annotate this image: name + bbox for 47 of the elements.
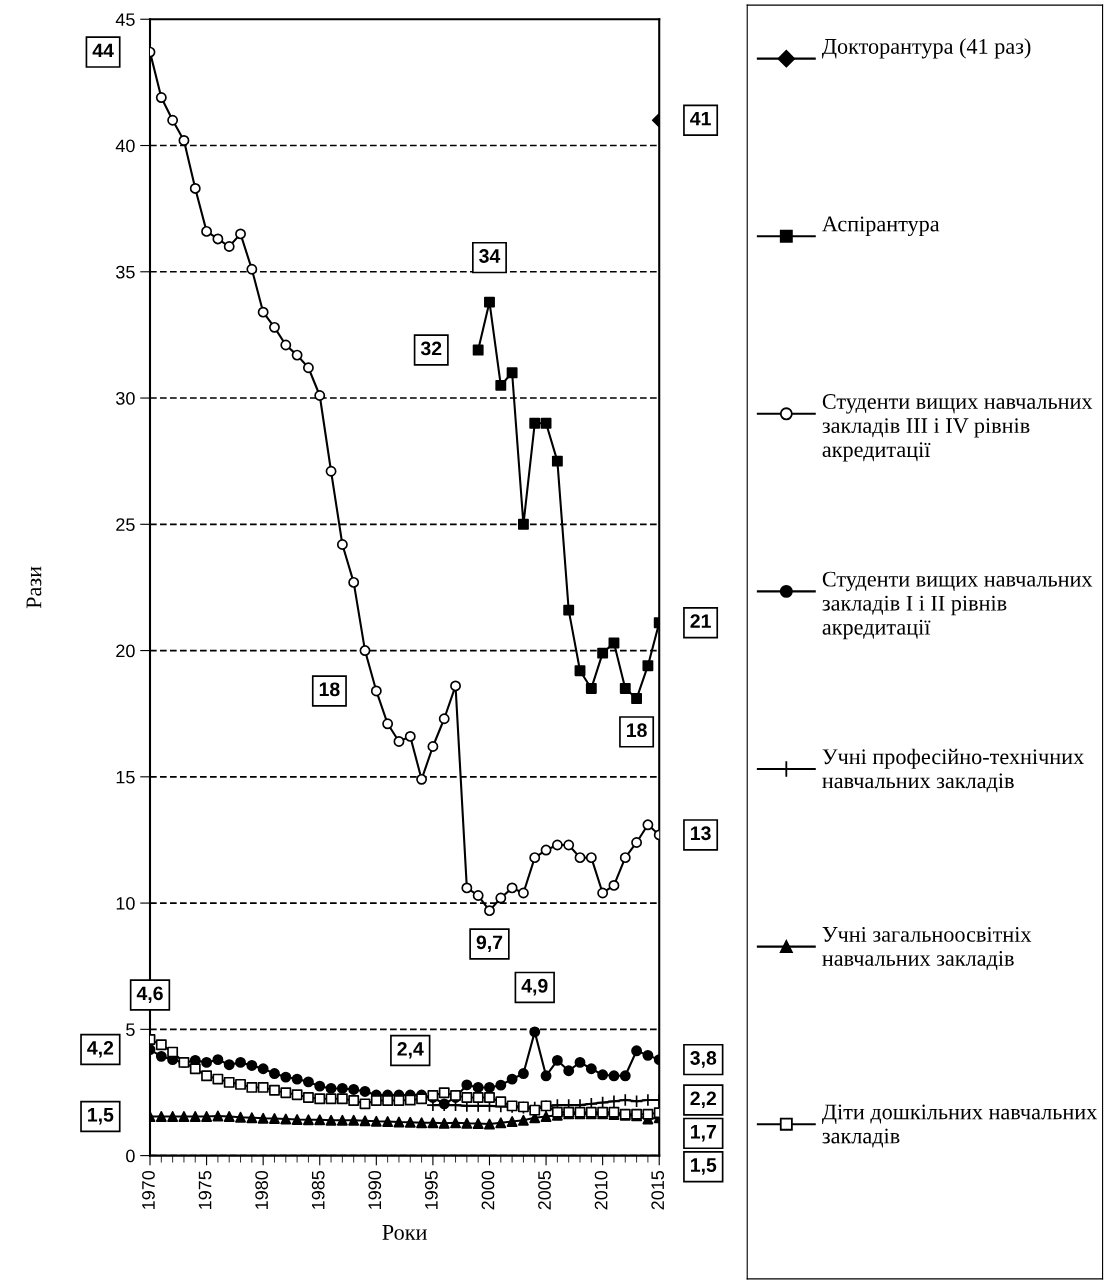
x-axis-title: Роки: [382, 1225, 427, 1240]
x-tick-label: 1970: [142, 1170, 155, 1209]
legend-label: Студенти вищих навчальних закладів I і II рівнів акредитації: [822, 571, 1093, 640]
x-tick-label: 1990: [368, 1170, 382, 1209]
y-tick-label: 40: [115, 139, 135, 153]
x-tick-label: 2010: [594, 1170, 608, 1210]
x-tick-label: 1995: [424, 1170, 438, 1209]
y-tick-label: 0: [126, 1149, 135, 1163]
y-tick-label: 45: [115, 13, 135, 26]
legend-label: Діти дошкільних навчальних закладів: [822, 1104, 1098, 1148]
legend-label: Аспірантура: [822, 216, 940, 236]
y-tick-label: 5: [126, 1023, 135, 1037]
annotation: 4,6: [136, 986, 163, 1004]
y-axis-title: Рази: [26, 566, 42, 609]
x-tick-label: 2005: [538, 1170, 551, 1210]
y-tick-label: 30: [116, 391, 135, 405]
annotation: 2,4: [397, 1042, 424, 1059]
annotation: 9,7: [476, 935, 503, 953]
annotation: 4,9: [521, 978, 548, 996]
y-tick-label: 15: [116, 770, 135, 784]
annotation: 1,5: [691, 1158, 717, 1175]
annotation: 13: [691, 826, 711, 841]
annotation: 44: [92, 43, 114, 58]
annotation: 2,2: [690, 1091, 717, 1109]
x-tick-label: 2000: [481, 1170, 495, 1210]
x-tick-label: 1980: [255, 1170, 269, 1209]
annotation: 3,8: [690, 1051, 717, 1068]
y-tick-label: 20: [116, 644, 135, 658]
y-tick-label: 10: [116, 897, 135, 910]
annotation: 1,5: [88, 1108, 114, 1125]
y-tick-label: 35: [116, 265, 135, 279]
legend-label: Докторантура (41 раз): [822, 38, 1031, 59]
annotation: 21: [690, 614, 711, 628]
y-tick-label: 25: [116, 518, 135, 532]
annotation: 18: [319, 682, 340, 697]
annotation: 1,7: [691, 1125, 716, 1142]
annotation: 34: [479, 249, 501, 263]
annotation: 32: [420, 341, 442, 356]
annotation: 18: [627, 723, 647, 738]
legend-label: Студенти вищих навчальних закладів III і IV рівнів акредитації: [822, 394, 1093, 462]
annotation: 4,2: [87, 1040, 114, 1058]
x-tick-label: 1985: [311, 1170, 325, 1209]
legend-label: Учні професійно-технічних навчальних закладів: [822, 748, 1084, 793]
legend-label: Учні загальноосвітніх навчальних закладів: [822, 926, 1032, 970]
annotation: 41: [690, 111, 711, 126]
x-tick-label: 1975: [198, 1170, 212, 1209]
x-tick-label: 2015: [651, 1170, 665, 1210]
